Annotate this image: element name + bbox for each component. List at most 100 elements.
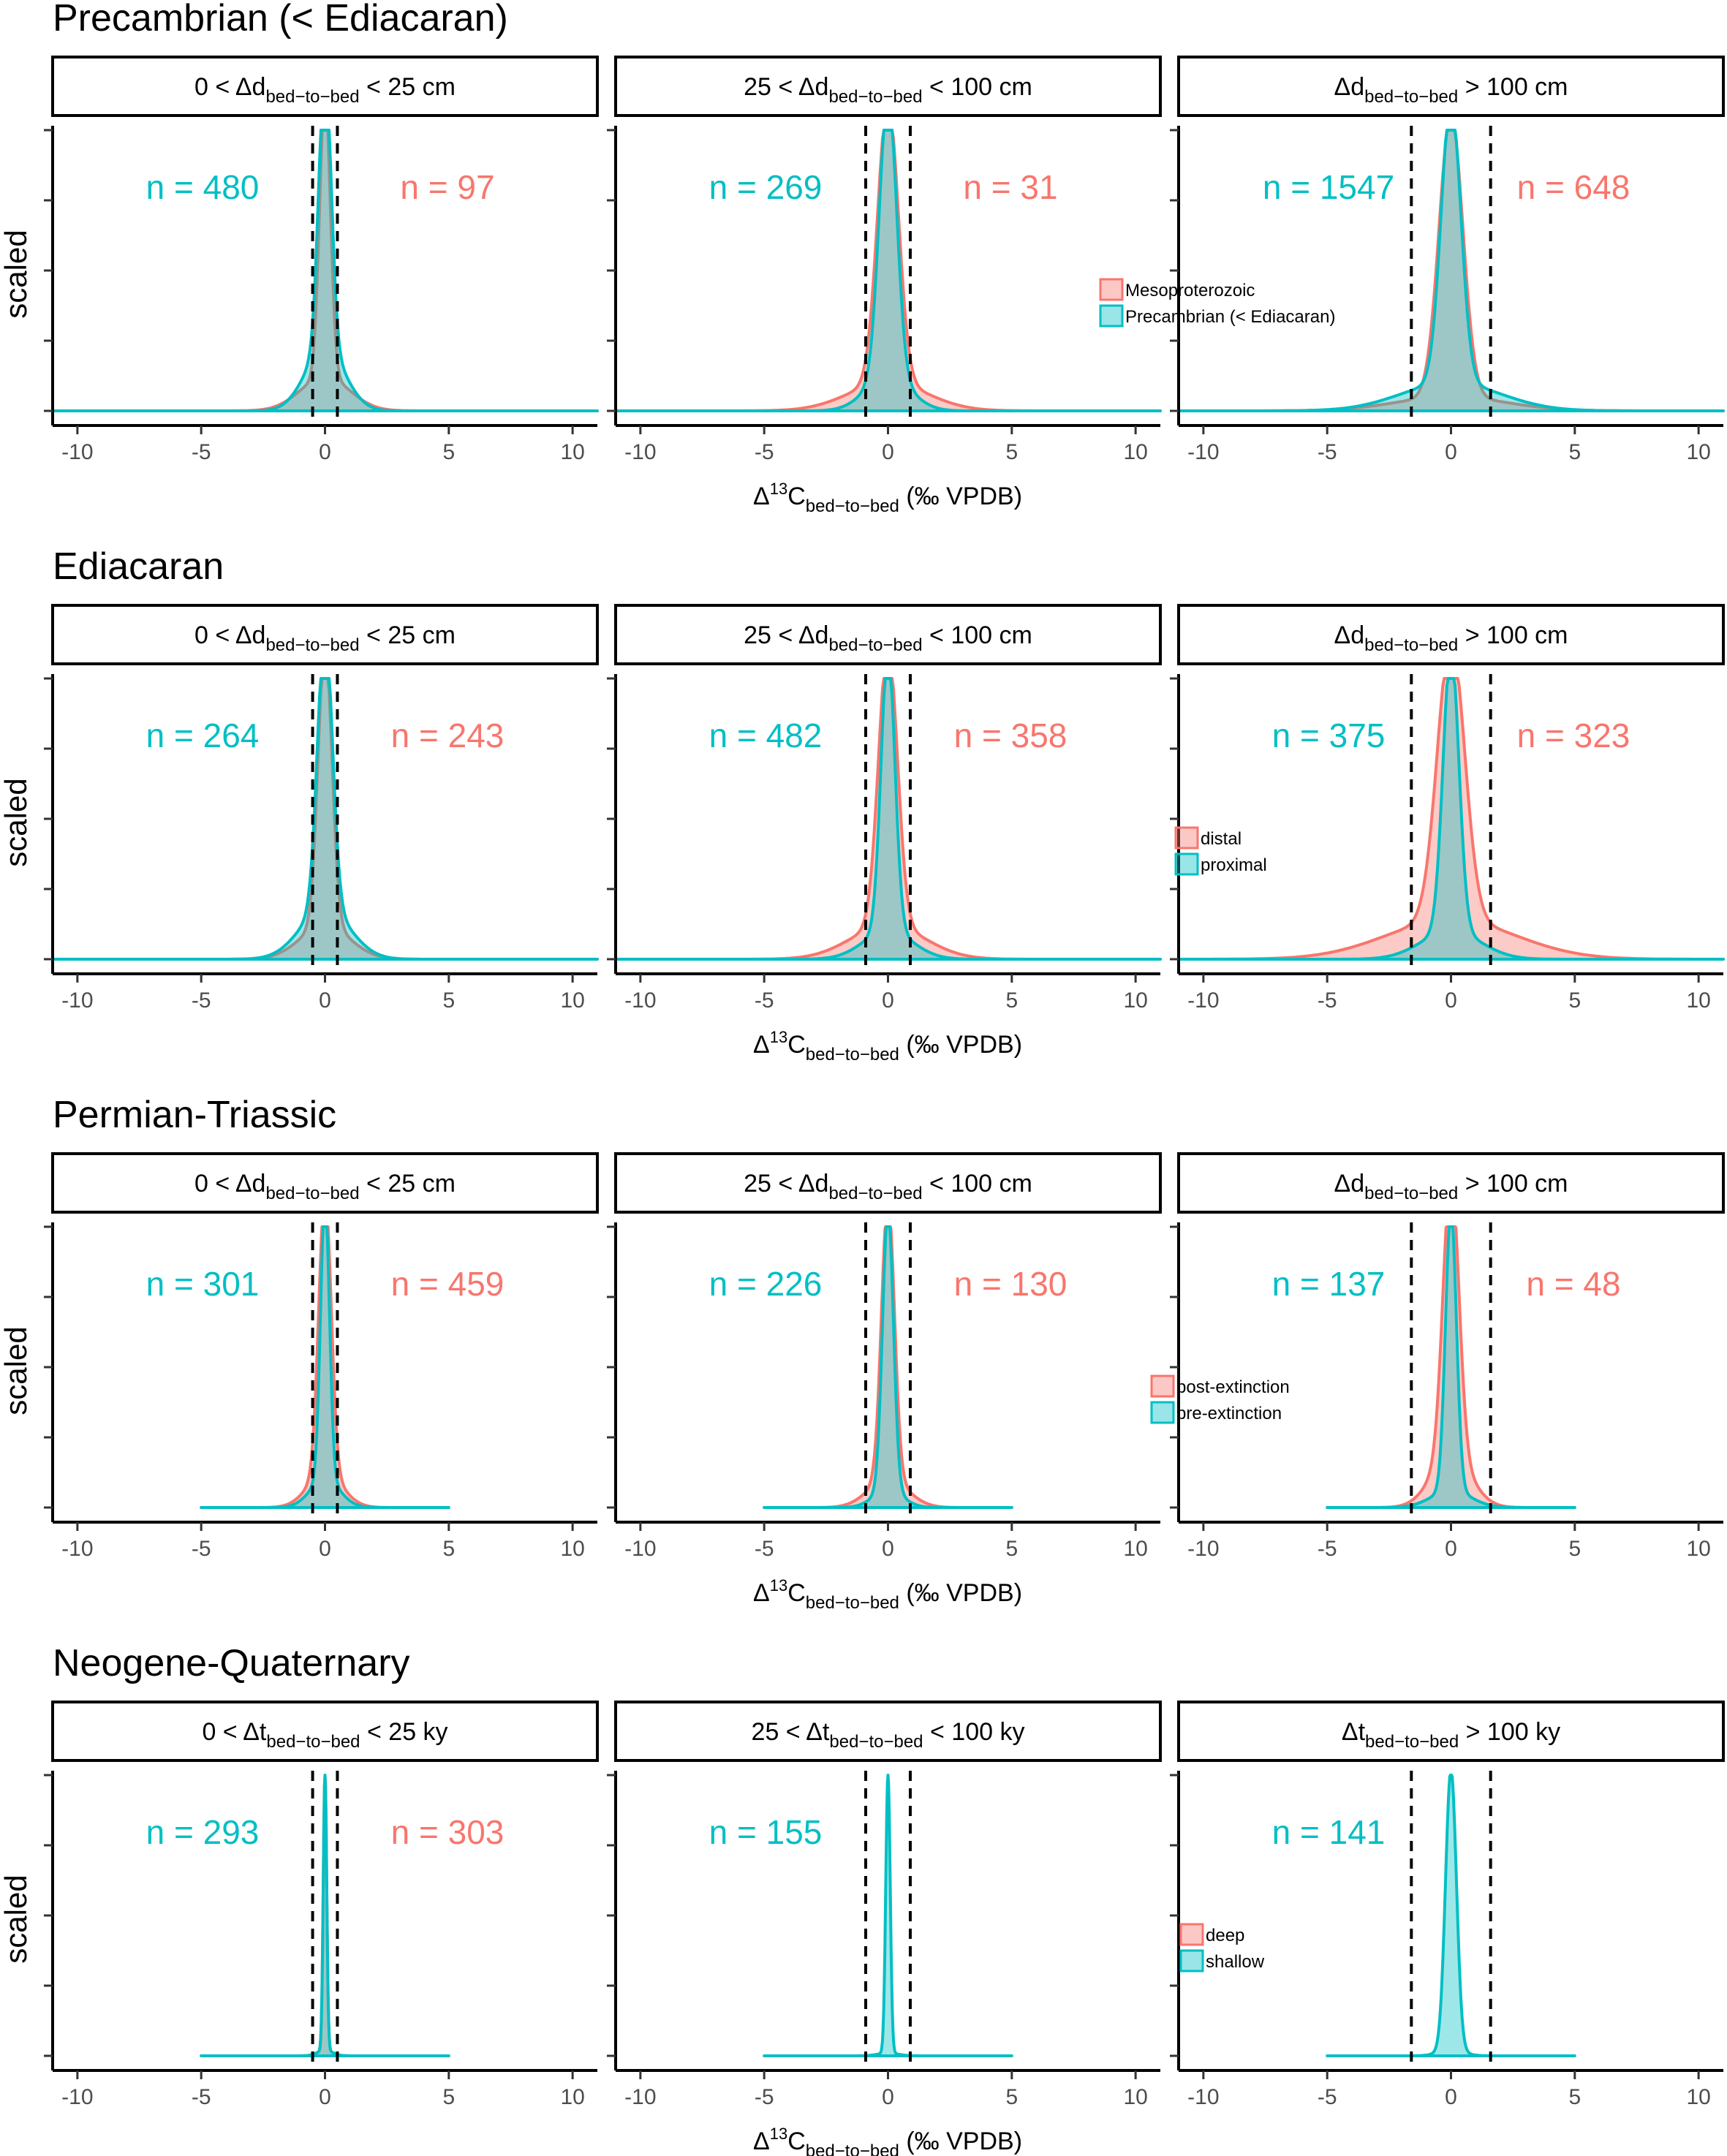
x-tick-label: -5: [755, 440, 774, 464]
n-label-a: n = 243: [391, 716, 505, 754]
x-tick-label: 0: [882, 2085, 894, 2109]
x-tick-label: -10: [61, 2085, 93, 2109]
facet-label: 25 < Δdbed−to−bed < 100 cm: [744, 621, 1032, 655]
x-tick-label: 10: [1686, 2085, 1710, 2109]
x-tick-label: -10: [1187, 440, 1219, 464]
legend: deep shallow: [1179, 1923, 1265, 1972]
legend-swatch: [1150, 1374, 1175, 1398]
x-tick-label: -10: [1187, 988, 1219, 1013]
row-title: Ediacaran: [53, 545, 224, 588]
x-tick-label: -10: [1187, 1537, 1219, 1561]
legend-label: deep: [1206, 1926, 1244, 1945]
n-label-a: n = 648: [1517, 168, 1630, 206]
n-label-b: n = 1547: [1263, 168, 1394, 206]
n-label-b: n = 155: [709, 1813, 823, 1851]
density-series-b: [1177, 677, 1725, 961]
x-tick-label: 10: [560, 2085, 584, 2109]
n-label-a: n = 97: [400, 168, 494, 206]
facet-label: 25 < Δtbed−to−bed < 100 ky: [752, 1718, 1025, 1752]
x-axis-label: Δ13Cbed−to−bed (‰ VPDB): [753, 2125, 1022, 2156]
legend-swatch: [1099, 304, 1124, 328]
x-tick-label: -5: [192, 1537, 211, 1561]
facet-panel-1: 0 < Δtbed−to−bed < 25 ky n = 293 n = 303 -1…: [44, 1701, 599, 2109]
density-series-b: [1326, 1774, 1576, 2057]
facet-strip: [614, 1152, 1162, 1214]
x-tick-label: -10: [624, 440, 656, 464]
density-series-b: [763, 1225, 1013, 1509]
facet-strip: [51, 1152, 599, 1214]
x-tick-label: 5: [1568, 1537, 1581, 1561]
y-axis-label: scaled: [0, 230, 33, 318]
x-tick-label: 5: [1568, 988, 1581, 1013]
n-label-a: n = 358: [954, 716, 1067, 754]
x-tick-label: 5: [442, 1537, 455, 1561]
legend-label: proximal: [1201, 855, 1267, 875]
facet-panel-2: 25 < Δdbed−to−bed < 100 cm n = 482 n = 358…: [607, 604, 1162, 1013]
legend: distal proximal: [1174, 826, 1267, 876]
n-label-b: n = 141: [1272, 1813, 1386, 1851]
x-tick-label: 10: [1123, 1537, 1147, 1561]
x-tick-label: 5: [1005, 440, 1018, 464]
x-tick-label: 5: [1568, 440, 1581, 464]
n-label-b: n = 301: [146, 1265, 260, 1303]
x-tick-label: -10: [1187, 2085, 1219, 2109]
facet-panel-1: 0 < Δdbed−to−bed < 25 cm n = 264 n = 243 -1…: [44, 604, 599, 1013]
x-tick-label: 10: [560, 1537, 584, 1561]
density-series-b: [51, 129, 599, 412]
x-tick-label: -5: [192, 2085, 211, 2109]
facet-label: 0 < Δdbed−to−bed < 25 cm: [194, 621, 456, 655]
x-tick-label: -5: [192, 440, 211, 464]
x-tick-label: 10: [560, 440, 584, 464]
x-tick-label: 5: [1005, 1537, 1018, 1561]
facet-label: Δdbed−to−bed > 100 cm: [1334, 73, 1568, 107]
row-2: Ediacaran 0 < Δdbed−to−bed < 25 cm n = 264…: [0, 545, 1725, 1064]
n-label-a: n = 303: [391, 1813, 505, 1851]
density-series-b: [614, 129, 1162, 412]
x-tick-label: -10: [61, 988, 93, 1013]
x-tick-label: 0: [1445, 988, 1457, 1013]
y-axis-label: scaled: [0, 1326, 33, 1415]
x-tick-label: 10: [1686, 1537, 1710, 1561]
facet-panel-1: 0 < Δdbed−to−bed < 25 cm n = 480 n = 97 -10…: [44, 56, 599, 464]
x-tick-label: 5: [442, 2085, 455, 2109]
x-tick-label: 5: [442, 988, 455, 1013]
x-axis-label: Δ13Cbed−to−bed (‰ VPDB): [753, 1028, 1022, 1064]
facet-label: 0 < Δdbed−to−bed < 25 cm: [194, 73, 456, 107]
n-label-a: n = 130: [954, 1265, 1067, 1303]
n-label-b: n = 269: [709, 168, 823, 206]
facet-label: Δtbed−to−bed > 100 ky: [1342, 1718, 1560, 1752]
y-axis-label: scaled: [0, 778, 33, 866]
facet-panel-3: Δtbed−to−bed > 100 ky n = 141 -10 -5 0 5 10: [1170, 1701, 1725, 2109]
legend-swatch: [1179, 1923, 1204, 1946]
legend-swatch: [1099, 278, 1124, 301]
x-tick-label: -10: [624, 2085, 656, 2109]
legend-label: distal: [1201, 829, 1242, 849]
facet-strip: [51, 56, 599, 117]
facet-label: 0 < Δdbed−to−bed < 25 cm: [194, 1170, 456, 1203]
x-tick-label: 5: [1568, 2085, 1581, 2109]
legend-swatch: [1174, 852, 1199, 876]
facet-panel-3: Δdbed−to−bed > 100 cm n = 1547 n = 648 -10 -…: [1170, 56, 1725, 464]
row-1: Precambrian (< Ediacaran) 0 < Δdbed−to−be…: [0, 0, 1725, 516]
facet-strip: [1177, 1701, 1725, 1762]
legend-label: shallow: [1206, 1952, 1265, 1972]
n-label-b: n = 480: [146, 168, 260, 206]
x-tick-label: -10: [624, 1537, 656, 1561]
legend-label: Precambrian (< Ediacaran): [1125, 307, 1335, 327]
row-title: Precambrian (< Ediacaran): [53, 0, 508, 39]
x-tick-label: 5: [442, 440, 455, 464]
facet-label: 0 < Δtbed−to−bed < 25 ky: [202, 1718, 447, 1752]
density-series-b: [1326, 1225, 1576, 1509]
x-tick-label: 10: [560, 988, 584, 1013]
n-label-b: n = 482: [709, 716, 823, 754]
density-series-b: [200, 1774, 450, 2057]
n-label-b: n = 375: [1272, 716, 1386, 754]
n-label-a: n = 323: [1517, 716, 1630, 754]
x-tick-label: -5: [1318, 1537, 1337, 1561]
facet-label: 25 < Δdbed−to−bed < 100 cm: [744, 1170, 1032, 1203]
n-label-a: n = 48: [1526, 1265, 1620, 1303]
x-tick-label: 0: [882, 988, 894, 1013]
density-series-b: [51, 677, 599, 961]
x-tick-label: 0: [319, 988, 331, 1013]
x-axis-label: Δ13Cbed−to−bed (‰ VPDB): [753, 1576, 1022, 1613]
